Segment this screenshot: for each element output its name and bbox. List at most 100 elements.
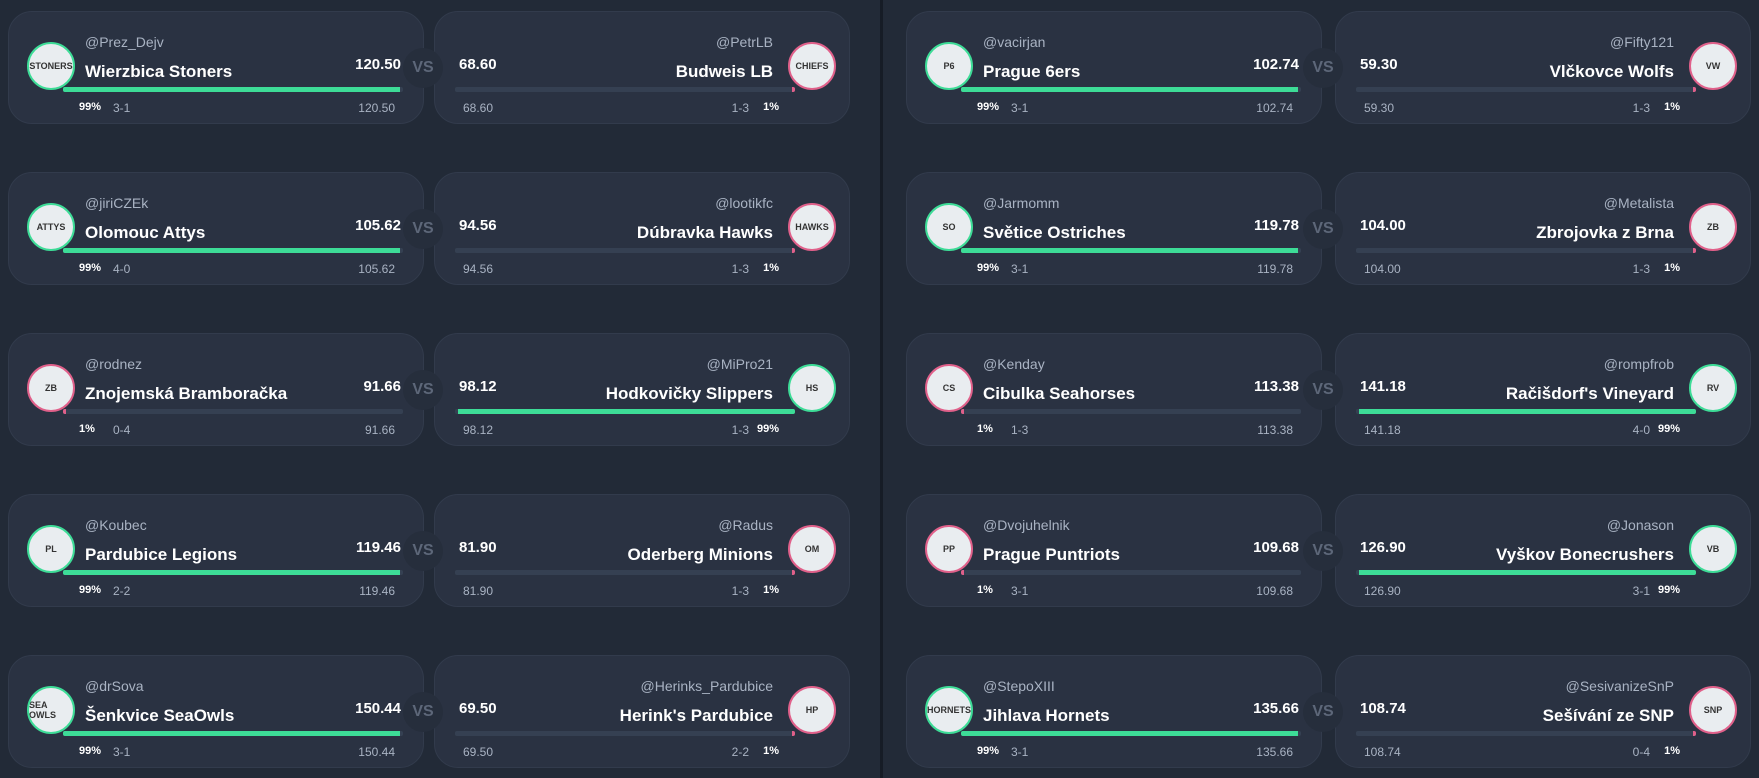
projected-score: 141.18 <box>1364 423 1401 437</box>
owner-handle[interactable]: @SesivanizeSnP <box>1565 678 1674 694</box>
owner-handle[interactable]: @StepoXIII <box>983 678 1055 694</box>
projected-score: 59.30 <box>1364 101 1395 115</box>
team-name[interactable]: Sešívání ze SNP <box>1542 706 1674 725</box>
team-logo-avatar[interactable]: VB <box>1689 525 1737 573</box>
owner-handle[interactable]: @PetrLB <box>715 34 773 50</box>
owner-handle[interactable]: @MiPro21 <box>706 356 773 372</box>
team-logo-avatar[interactable]: PP <box>925 525 973 573</box>
matchup-card-away[interactable]: OM @Radus Oderberg Minions 81.90 81.90 1-3 1% <box>434 494 850 607</box>
team-logo-avatar[interactable]: HS <box>788 364 836 412</box>
win-probability-fill <box>1359 570 1696 575</box>
team-logo-avatar[interactable]: OM <box>788 525 836 573</box>
owner-handle[interactable]: @Jarmomm <box>983 195 1060 211</box>
team-logo-avatar[interactable]: SEA OWLS <box>27 686 75 734</box>
team-score: 108.74 <box>1360 700 1406 717</box>
projected-score: 68.60 <box>463 101 494 115</box>
matchup-card-home[interactable]: PP @Dvojuhelnik Prague Puntriots 109.68 1% 3-… <box>906 494 1322 607</box>
matchup-card-home[interactable]: CS @Kenday Cibulka Seahorses 113.38 1% 1-3 113… <box>906 333 1322 446</box>
matchup-card-away[interactable]: HAWKS @lootikfc Dúbravka Hawks 94.56 94.56 1-… <box>434 172 850 285</box>
team-name[interactable]: Pardubice Legions <box>85 545 238 564</box>
owner-handle[interactable]: @Metalista <box>1603 195 1674 211</box>
owner-handle[interactable]: @Jonason <box>1606 517 1674 533</box>
owner-handle[interactable]: @drSova <box>85 678 144 694</box>
matchup-card-away[interactable]: HP @Herinks_Pardubice Herink's Pardubice 69… <box>434 655 850 768</box>
win-probability-bar <box>455 409 795 414</box>
matchup-card-away[interactable]: VW @Fifty121 Vlčkovce Wolfs 59.30 59.30 1-3 1% <box>1335 11 1751 124</box>
matchup-card-away[interactable]: SNP @SesivanizeSnP Sešívání ze SNP 108.74 10… <box>1335 655 1751 768</box>
matchup-card-away[interactable]: HS @MiPro21 Hodkovičky Slippers 98.12 98.12 1… <box>434 333 850 446</box>
matchup-card-home[interactable]: SO @Jarmomm Světice Ostriches 119.78 99% 3-1 1… <box>906 172 1322 285</box>
matchup-card-away[interactable]: RV @rompfrob Račišdorf's Vineyard 141.18 141… <box>1335 333 1751 446</box>
team-name[interactable]: Prague 6ers <box>983 62 1081 81</box>
team-logo-avatar[interactable]: ZB <box>27 364 75 412</box>
team-name[interactable]: Vlčkovce Wolfs <box>1549 62 1674 81</box>
team-name[interactable]: Šenkvice SeaOwls <box>85 706 235 725</box>
team-name[interactable]: Cibulka Seahorses <box>983 384 1136 403</box>
team-logo-avatar[interactable]: HORNETS <box>925 686 973 734</box>
owner-handle[interactable]: @jiriCZEk <box>85 195 149 211</box>
owner-handle[interactable]: @rodnez <box>85 356 143 372</box>
win-probability-fill <box>63 570 400 575</box>
matchup-card-home[interactable]: ZB @rodnez Znojemská Bramboračka 91.66 1% 0-4… <box>8 333 424 446</box>
win-probability-fill <box>63 409 67 414</box>
owner-handle[interactable]: @vacirjan <box>983 34 1046 50</box>
win-probability: 1% <box>1664 262 1680 274</box>
team-name[interactable]: Oderberg Minions <box>627 545 773 564</box>
team-name[interactable]: Wierzbica Stoners <box>85 62 233 81</box>
vs-badge: VS <box>1303 531 1343 571</box>
team-name[interactable]: Vyškov Bonecrushers <box>1496 545 1674 564</box>
matchup-card-home[interactable]: P6 @vacirjan Prague 6ers 102.74 99% 3-1 102.74 <box>906 11 1322 124</box>
team-logo-avatar[interactable]: PL <box>27 525 75 573</box>
team-name[interactable]: Jihlava Hornets <box>983 706 1110 725</box>
team-logo-avatar[interactable]: HAWKS <box>788 203 836 251</box>
owner-handle[interactable]: @rompfrob <box>1603 356 1674 372</box>
team-name[interactable]: Olomouc Attys <box>85 223 206 242</box>
team-logo-avatar[interactable]: SNP <box>1689 686 1737 734</box>
team-name[interactable]: Znojemská Bramboračka <box>85 384 288 403</box>
owner-handle[interactable]: @Kenday <box>983 356 1045 372</box>
team-name[interactable]: Hodkovičky Slippers <box>605 384 773 403</box>
matchup-card-home[interactable]: HORNETS @StepoXIII Jihlava Hornets 135.66 99… <box>906 655 1322 768</box>
team-logo-avatar[interactable]: SO <box>925 203 973 251</box>
team-name[interactable]: Prague Puntriots <box>983 545 1120 564</box>
team-logo-avatar[interactable]: ZB <box>1689 203 1737 251</box>
projected-score: 69.50 <box>463 745 494 759</box>
matchup-card-home[interactable]: STONERS @Prez_Dejv Wierzbica Stoners 120.50… <box>8 11 424 124</box>
owner-handle[interactable]: @Koubec <box>85 517 147 533</box>
owner-handle[interactable]: @Prez_Dejv <box>85 34 164 50</box>
matchup-card-away[interactable]: VB @Jonason Vyškov Bonecrushers 126.90 126.9… <box>1335 494 1751 607</box>
win-probability-bar <box>63 248 403 253</box>
team-logo-avatar[interactable]: VW <box>1689 42 1737 90</box>
team-logo-avatar[interactable]: HP <box>788 686 836 734</box>
team-name[interactable]: Světice Ostriches <box>983 223 1126 242</box>
matchup-card-away[interactable]: CHIEFS @PetrLB Budweis LB 68.60 68.60 1-3 1% <box>434 11 850 124</box>
team-name[interactable]: Zbrojovka z Brna <box>1536 223 1674 242</box>
projected-score: 104.00 <box>1364 262 1401 276</box>
team-logo-avatar[interactable]: P6 <box>925 42 973 90</box>
team-logo-avatar[interactable]: RV <box>1689 364 1737 412</box>
win-probability-fill <box>1359 409 1696 414</box>
team-logo-avatar[interactable]: STONERS <box>27 42 75 90</box>
matchup-card-home[interactable]: PL @Koubec Pardubice Legions 119.46 99% 2-2 11… <box>8 494 424 607</box>
team-record: 1-3 <box>1632 262 1650 276</box>
team-name[interactable]: Budweis LB <box>675 62 773 81</box>
team-logo-avatar[interactable]: CS <box>925 364 973 412</box>
team-score: 126.90 <box>1360 539 1406 556</box>
matchup-card-home[interactable]: SEA OWLS @drSova Šenkvice SeaOwls 150.44 99%… <box>8 655 424 768</box>
team-logo-avatar[interactable]: ATTYS <box>27 203 75 251</box>
owner-handle[interactable]: @Dvojuhelnik <box>983 517 1070 533</box>
team-name[interactable]: Dúbravka Hawks <box>636 223 773 242</box>
vs-badge: VS <box>403 48 443 88</box>
matchup-card-home[interactable]: ATTYS @jiriCZEk Olomouc Attys 105.62 99% 4-0 1… <box>8 172 424 285</box>
owner-handle[interactable]: @Fifty121 <box>1609 34 1674 50</box>
win-probability: 1% <box>763 101 779 113</box>
owner-handle[interactable]: @Radus <box>718 517 773 533</box>
projected-score: 108.74 <box>1364 745 1401 759</box>
owner-handle[interactable]: @lootikfc <box>715 195 773 211</box>
team-name[interactable]: Herink's Pardubice <box>619 706 773 725</box>
win-probability: 99% <box>1657 584 1680 596</box>
owner-handle[interactable]: @Herinks_Pardubice <box>640 678 774 694</box>
matchup-card-away[interactable]: ZB @Metalista Zbrojovka z Brna 104.00 104.00… <box>1335 172 1751 285</box>
team-name[interactable]: Račišdorf's Vineyard <box>1505 384 1674 403</box>
team-logo-avatar[interactable]: CHIEFS <box>788 42 836 90</box>
